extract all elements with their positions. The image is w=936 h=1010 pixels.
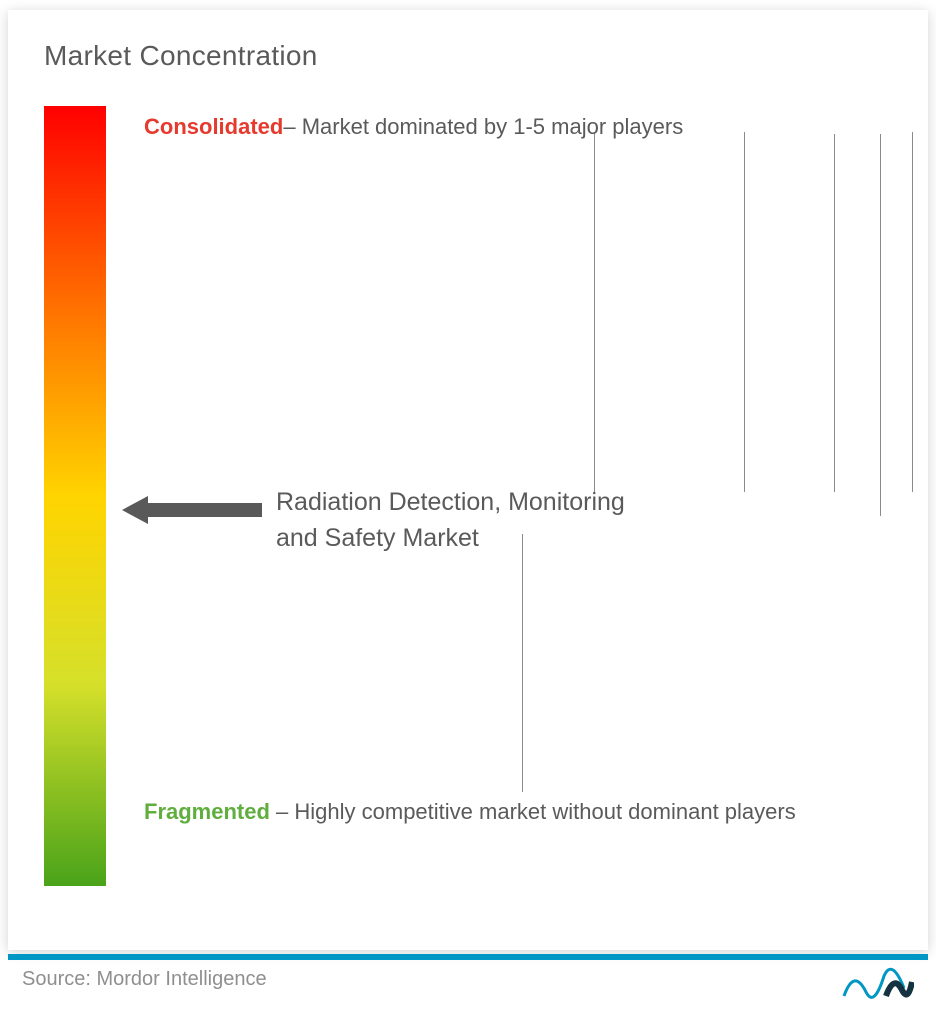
logo-icon [840,962,914,1002]
footer-divider [8,954,928,960]
consolidated-label: Consolidated– Market dominated by 1-5 ma… [144,112,683,143]
vline [744,132,745,492]
page-title: Market Concentration [44,40,892,72]
fragmented-bold: Fragmented [144,799,270,824]
vline [834,134,835,492]
vline [522,534,523,792]
vline [880,134,881,516]
consolidated-rest: – Market dominated by 1-5 major players [283,114,683,139]
fragmented-label: Fragmented – Highly competitive market w… [144,786,864,839]
content-area: Consolidated– Market dominated by 1-5 ma… [44,106,892,906]
market-name-label: Radiation Detection, Monitoring and Safe… [276,484,916,557]
source-attribution: Source: Mordor Intelligence [22,968,267,991]
infographic-card: Market Concentration [8,10,928,950]
consolidated-bold: Consolidated [144,114,283,139]
gradient-svg [44,106,106,886]
brand-logo [840,962,914,1002]
arrow-icon [122,496,262,524]
vline [912,132,913,492]
market-name-line1: Radiation Detection, Monitoring [276,488,625,516]
concentration-gradient-bar [44,106,106,886]
vline [594,132,595,492]
position-arrow [122,496,262,524]
market-name-line2: and Safety Market [276,524,479,552]
fragmented-rest: – Highly competitive market without domi… [270,799,796,824]
